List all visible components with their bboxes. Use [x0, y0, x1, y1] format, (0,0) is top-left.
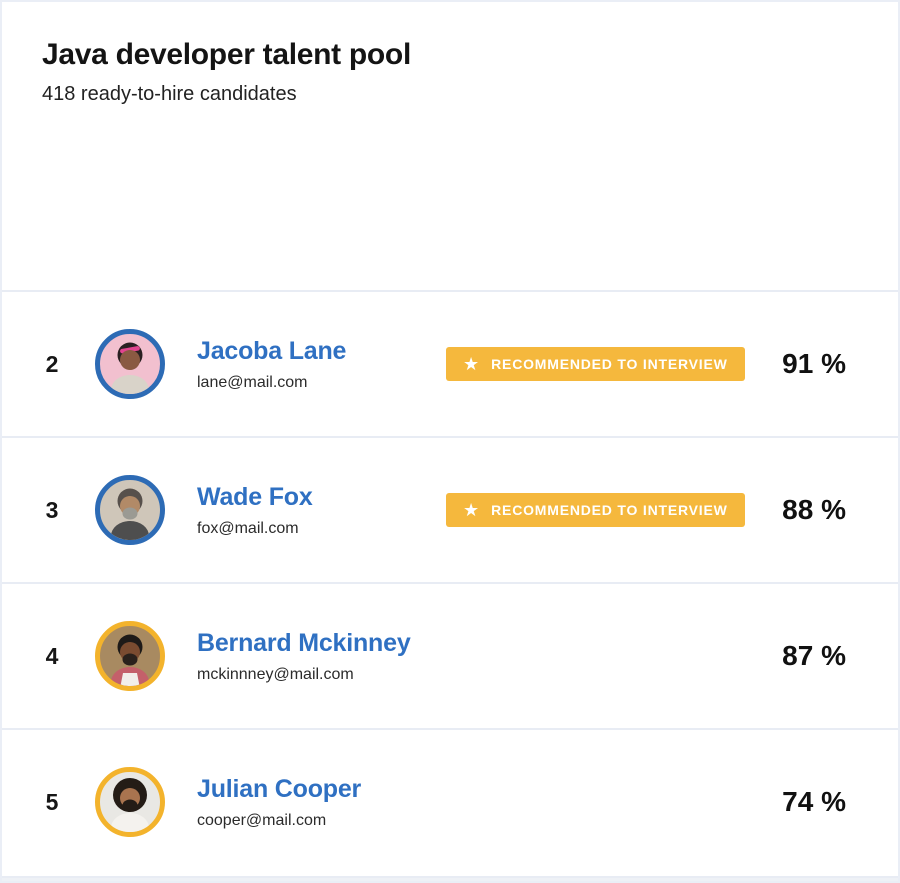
- candidate-email: mckinnney@mail.com: [197, 665, 354, 683]
- candidate-avatar[interactable]: [95, 767, 165, 837]
- candidate-row[interactable]: 2 Jacoba Lane lane@mail.com ★ RECOMMENDE…: [2, 290, 898, 436]
- match-percentage: 91 %: [782, 348, 846, 379]
- candidate-name-link[interactable]: Bernard Mckinney: [197, 628, 411, 657]
- candidate-row[interactable]: 3 Wade Fox fox@mail.com ★ RECOMMENDED TO…: [2, 436, 898, 582]
- candidate-rank: 4: [45, 642, 59, 669]
- candidate-info: Julian Cooper cooper@mail.com: [197, 775, 446, 830]
- candidate-email: lane@mail.com: [197, 373, 308, 391]
- candidate-email: fox@mail.com: [197, 519, 299, 537]
- star-icon: ★: [463, 354, 480, 374]
- candidate-row[interactable]: 5 Julian Cooper cooper@mail.com 74 %: [2, 728, 898, 874]
- candidate-rank: 5: [45, 788, 59, 815]
- candidate-email: cooper@mail.com: [197, 811, 327, 829]
- candidate-name-link[interactable]: Wade Fox: [197, 482, 313, 511]
- recommended-badge: ★ RECOMMENDED TO INTERVIEW: [446, 347, 745, 381]
- candidate-avatar[interactable]: [95, 475, 165, 545]
- candidate-name-link[interactable]: Julian Cooper: [197, 774, 362, 803]
- recommended-badge: ★ RECOMMENDED TO INTERVIEW: [446, 493, 745, 527]
- star-icon: ★: [463, 500, 480, 520]
- candidate-avatar[interactable]: [95, 621, 165, 691]
- candidate-info: Wade Fox fox@mail.com: [197, 483, 446, 538]
- candidate-info: Jacoba Lane lane@mail.com: [197, 337, 446, 392]
- match-percentage: 74 %: [782, 786, 846, 817]
- page-header: Java developer talent pool 418 ready-to-…: [2, 2, 898, 290]
- candidate-row[interactable]: 4 Bernard Mckinney mckinnney@mail.com 87…: [2, 582, 898, 728]
- match-percentage: 87 %: [782, 640, 846, 671]
- candidate-name-link[interactable]: Jacoba Lane: [197, 336, 347, 365]
- recommended-badge-label: RECOMMENDED TO INTERVIEW: [491, 502, 728, 518]
- candidate-avatar[interactable]: [95, 329, 165, 399]
- recommended-badge-label: RECOMMENDED TO INTERVIEW: [491, 356, 728, 372]
- candidate-rank: 3: [45, 496, 59, 523]
- page-title: Java developer talent pool: [42, 38, 411, 71]
- page-bottom-strip: [2, 876, 898, 881]
- candidate-list: 2 Jacoba Lane lane@mail.com ★ RECOMMENDE…: [2, 290, 898, 876]
- candidate-rank: 2: [45, 350, 59, 377]
- candidate-info: Bernard Mckinney mckinnney@mail.com: [197, 629, 446, 684]
- candidate-count-subtitle: 418 ready-to-hire candidates: [42, 83, 297, 105]
- match-percentage: 88 %: [782, 494, 846, 525]
